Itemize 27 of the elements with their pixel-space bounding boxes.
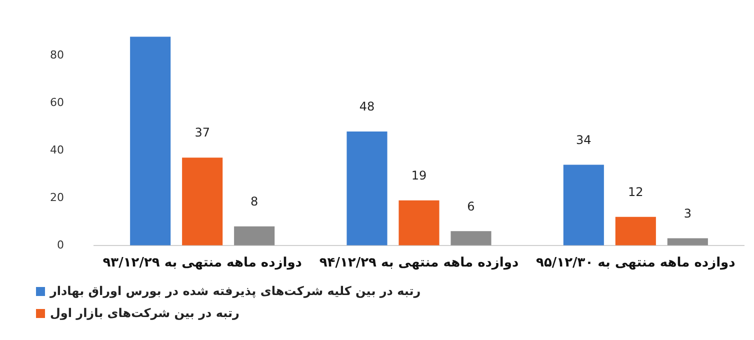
data-label: 37 [194, 126, 210, 140]
data-label: 8 [250, 194, 258, 209]
data-label: 3 [684, 206, 692, 220]
bar [450, 231, 492, 246]
y-tick-label: 0 [56, 238, 64, 252]
y-tick-label: 20 [50, 190, 64, 204]
bar [667, 238, 708, 246]
bar [563, 164, 604, 246]
data-label: 6 [467, 199, 475, 214]
legend-label: رتبه در بین کلیه شرکت‌های پذیرفته شده در بورس اوراق بهادار [50, 284, 421, 298]
legend-label: رتبه در بین شرکت‌های بازار اول [50, 306, 240, 320]
y-tick-label: 80 [50, 48, 64, 62]
x-tick-label: دوازده ماهه منتهی به ۹۳/۱۲/۲۹ [102, 256, 302, 271]
bar [182, 158, 223, 246]
bar [615, 216, 656, 246]
x-tick-label: دوازده ماهه منتهی به ۹۵/۱۲/۳۰ [536, 256, 736, 271]
x-tick-label: دوازده ماهه منتهی به ۹۴/۱۲/۲۹ [319, 256, 519, 271]
data-label: 19 [411, 168, 427, 182]
bar [234, 226, 275, 246]
data-label: 34 [576, 132, 592, 147]
y-tick-label: 60 [50, 96, 64, 109]
data-label: 12 [628, 185, 644, 200]
bar [398, 200, 440, 246]
data-label: 48 [359, 100, 375, 114]
y-tick-label: 40 [50, 143, 64, 156]
bar [346, 132, 388, 246]
bar [130, 36, 171, 246]
